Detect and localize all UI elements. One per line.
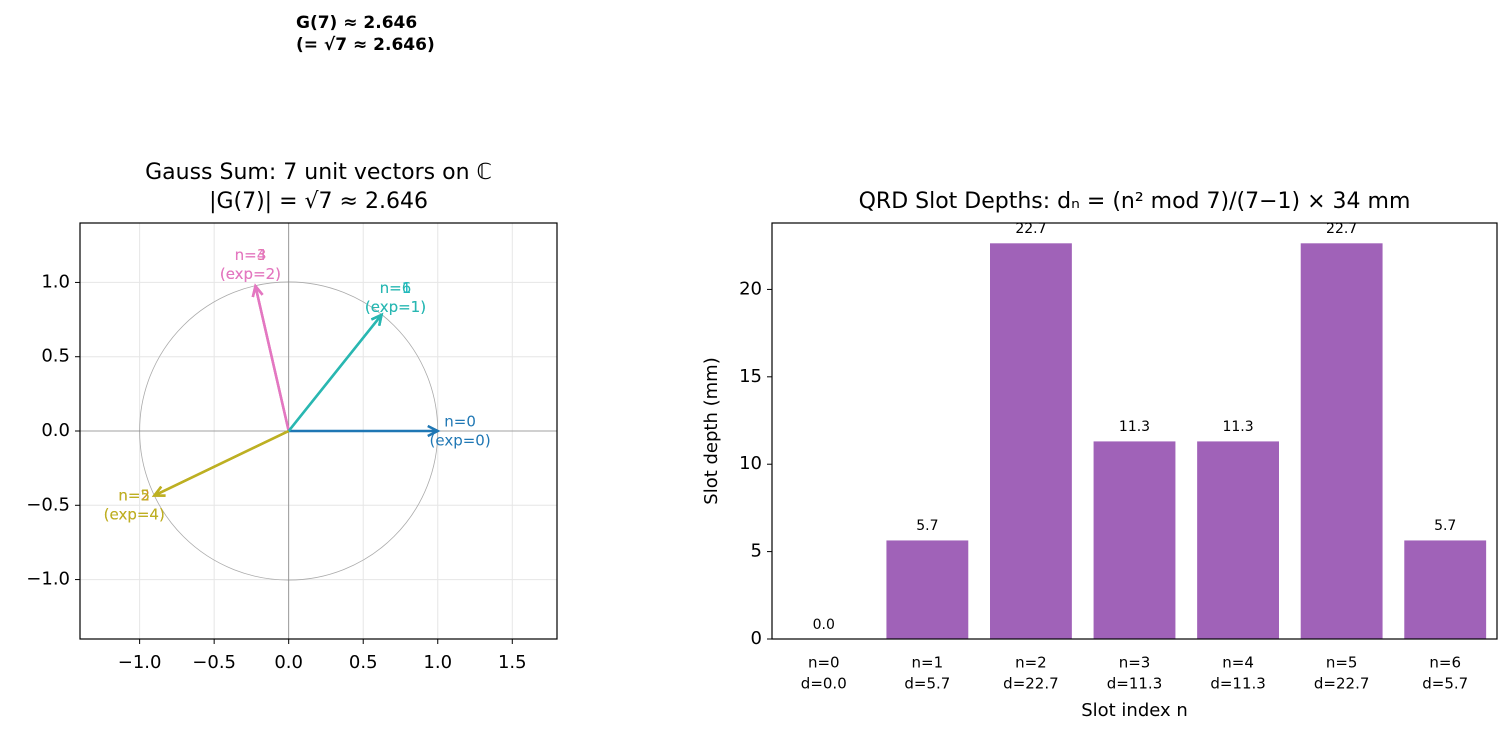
- bar: [1092, 440, 1177, 640]
- y-tick-label: 15: [739, 366, 762, 387]
- value-label: 22.7: [1015, 221, 1046, 237]
- x-tick-label: n=3: [1119, 654, 1151, 672]
- vector: [288, 424, 441, 438]
- vector-exp-label: (exp=1): [365, 298, 426, 316]
- chart-title: QRD Slot Depths: dₙ = (n² mod 7)/(7−1) ×…: [859, 189, 1411, 214]
- x-tick-label: n=0: [808, 654, 840, 672]
- x-tick-label: 1.5: [498, 652, 527, 673]
- vector: [287, 312, 384, 432]
- vector-exp-label: (exp=0): [430, 432, 491, 450]
- chart-title: |G(7)| = √7 ≈ 2.646: [209, 189, 428, 214]
- y-tick-label: 1.0: [41, 271, 70, 292]
- value-label: 5.7: [1434, 518, 1456, 534]
- x-tick-label: n=4: [1222, 654, 1254, 672]
- x-tick-label: 0.5: [349, 652, 378, 673]
- vector-label: n=2: [118, 487, 150, 505]
- vector-arrow: [151, 429, 290, 497]
- x-tick-sublabel: d=11.3: [1210, 675, 1266, 693]
- y-tick-label: 10: [739, 453, 762, 474]
- x-tick-sublabel: d=5.7: [1422, 675, 1468, 693]
- bar: [1196, 440, 1280, 640]
- value-label: 11.3: [1119, 419, 1150, 435]
- vector-label: n=3: [235, 246, 267, 264]
- figure-note: (= √7 ≈ 2.646): [296, 35, 435, 55]
- x-tick-sublabel: d=11.3: [1107, 675, 1163, 693]
- x-tick-label: 0.0: [274, 652, 303, 673]
- bar: [885, 539, 970, 640]
- x-tick-label: n=5: [1326, 654, 1358, 672]
- x-tick-sublabel: d=22.7: [1003, 675, 1059, 693]
- vector-arrow: [251, 283, 290, 432]
- vector: [251, 283, 290, 432]
- vector-exp-label: (exp=2): [220, 265, 281, 283]
- y-tick-label: 0.0: [41, 420, 70, 441]
- x-tick-label: −0.5: [192, 652, 236, 673]
- y-tick-label: 0: [751, 628, 762, 649]
- bar: [989, 242, 1073, 640]
- bar: [1403, 539, 1488, 640]
- vector-exp-label: (exp=1): [365, 298, 426, 316]
- y-tick-label: 20: [739, 278, 762, 299]
- vector-arrow: [288, 424, 441, 438]
- x-tick-label: n=1: [912, 654, 944, 672]
- value-label: 5.7: [916, 518, 938, 534]
- y-tick-label: 5: [751, 541, 762, 562]
- vector-label: n=1: [380, 279, 412, 297]
- y-tick-label: −0.5: [26, 494, 70, 515]
- value-label: 11.3: [1222, 419, 1253, 435]
- value-label: 22.7: [1326, 221, 1357, 237]
- bar: [1299, 242, 1384, 640]
- vector-exp-label: (exp=4): [104, 506, 165, 524]
- x-tick-label: 1.0: [423, 652, 452, 673]
- vector-label: n=4: [235, 246, 267, 264]
- vector-arrow: [287, 312, 384, 432]
- x-tick-sublabel: d=5.7: [904, 675, 950, 693]
- plot-frame: [79, 222, 558, 640]
- value-label: 0.0: [813, 617, 835, 633]
- vector-exp-label: (exp=2): [220, 265, 281, 283]
- figure-note: G(7) ≈ 2.646: [296, 13, 417, 33]
- x-tick-label: n=6: [1429, 654, 1461, 672]
- x-tick-label: n=2: [1015, 654, 1047, 672]
- y-axis-label: Slot depth (mm): [701, 357, 722, 504]
- x-tick-sublabel: d=0.0: [801, 675, 847, 693]
- y-tick-label: −1.0: [26, 569, 70, 590]
- x-axis-label: Slot index n: [1081, 700, 1188, 721]
- vector-exp-label: (exp=4): [104, 506, 165, 524]
- vector-label: n=6: [380, 279, 412, 297]
- vector: [151, 429, 290, 497]
- y-tick-label: 0.5: [41, 346, 70, 367]
- chart-title: Gauss Sum: 7 unit vectors on ℂ: [145, 160, 492, 185]
- vector-label: n=0: [444, 413, 476, 431]
- x-tick-sublabel: d=22.7: [1314, 675, 1370, 693]
- vector-label: n=5: [118, 487, 150, 505]
- x-tick-label: −1.0: [118, 652, 162, 673]
- plot-frame: [771, 222, 1498, 640]
